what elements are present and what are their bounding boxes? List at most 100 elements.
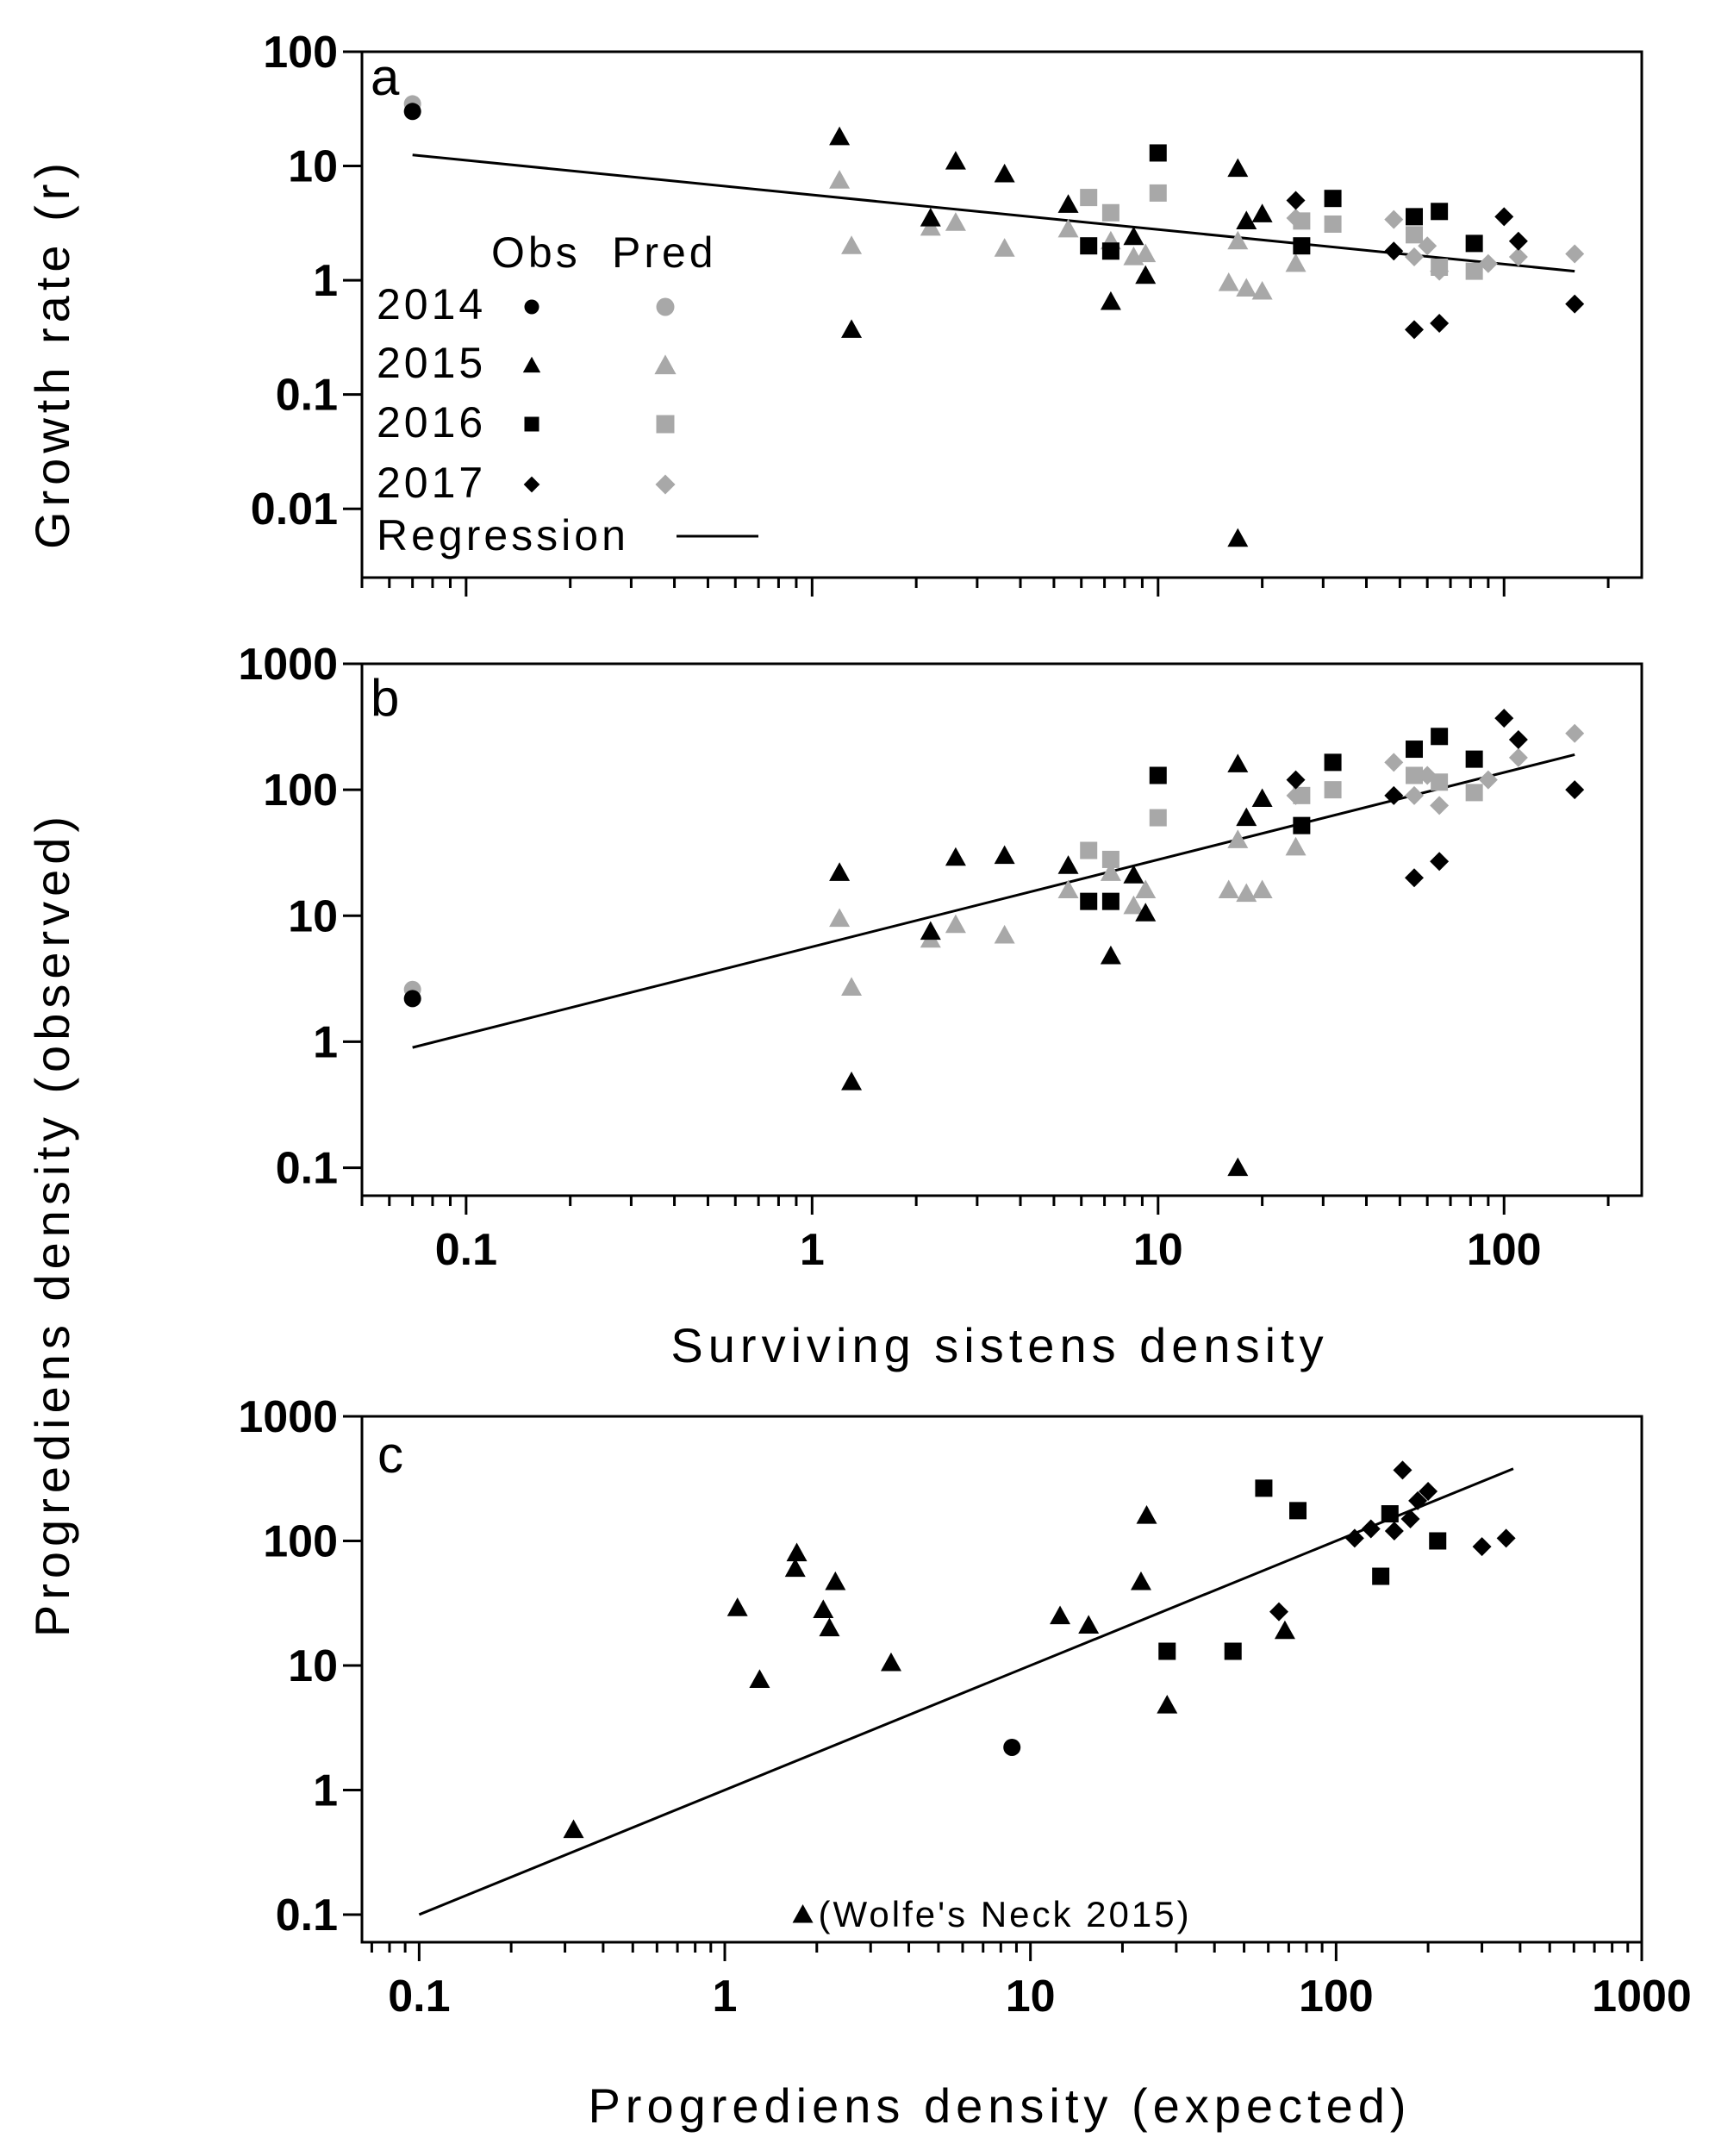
b-ytick-label: 10 bbox=[288, 891, 338, 941]
a-point-2015-obs bbox=[1123, 226, 1144, 246]
legend-year-2016: 2016 bbox=[377, 398, 486, 447]
b-point-2015-pred bbox=[945, 914, 966, 934]
a-ytick-label: 10 bbox=[288, 142, 338, 192]
a-point-2015-obs bbox=[994, 163, 1015, 183]
b-point-2014-obs bbox=[403, 990, 421, 1008]
c-point-2016-obs bbox=[1381, 1505, 1399, 1523]
b-point-2016-pred bbox=[1149, 809, 1167, 827]
b-point-2015-pred bbox=[1236, 883, 1257, 903]
legend-marker-obs-1 bbox=[522, 356, 541, 373]
panel-b-marks bbox=[403, 709, 1585, 1177]
panel-c-annotation: (Wolfe's Neck 2015) bbox=[819, 1894, 1192, 1934]
c-xtick-label: 1 bbox=[713, 1972, 738, 2022]
c-ytick-label: 1000 bbox=[238, 1392, 338, 1442]
c-ytick-label: 100 bbox=[263, 1516, 338, 1566]
c-point-2015-obs bbox=[792, 1903, 814, 1923]
a-point-2015-obs bbox=[1135, 265, 1157, 284]
c-point-2015-obs bbox=[727, 1597, 748, 1616]
c-point-2017-obs bbox=[1472, 1537, 1492, 1557]
c-point-2017-obs bbox=[1269, 1602, 1288, 1622]
b-xtick-label: 100 bbox=[1467, 1225, 1542, 1275]
c-point-2017-obs bbox=[1361, 1519, 1381, 1539]
a-point-2015-obs bbox=[1236, 210, 1257, 229]
a-point-2015-pred bbox=[920, 216, 941, 236]
b-regression-line bbox=[412, 753, 1575, 1049]
a-point-2016-obs bbox=[1149, 144, 1167, 162]
a-point-2017-pred bbox=[1418, 236, 1437, 256]
a-point-2017-obs bbox=[1508, 231, 1528, 251]
c-xtick-label: 100 bbox=[1299, 1972, 1374, 2022]
b-point-2015-obs bbox=[1100, 945, 1121, 965]
a-point-2016-pred bbox=[1080, 189, 1098, 207]
a-point-2015-obs bbox=[1227, 158, 1249, 178]
b-point-2016-obs bbox=[1431, 728, 1449, 746]
legend-marker-pred-1 bbox=[654, 354, 677, 375]
b-point-2017-obs bbox=[1405, 868, 1425, 888]
a-ytick-label: 0.01 bbox=[251, 484, 338, 534]
a-point-2016-pred bbox=[1149, 184, 1167, 202]
c-point-2017-obs bbox=[1496, 1528, 1516, 1548]
b-ytick-label: 100 bbox=[263, 766, 338, 816]
a-point-2016-pred bbox=[1406, 226, 1424, 244]
b-point-2015-obs bbox=[1123, 865, 1144, 884]
a-point-2017-pred bbox=[1384, 209, 1404, 229]
c-point-2015-obs bbox=[1157, 1695, 1178, 1714]
a-point-2017-pred bbox=[1478, 253, 1498, 273]
c-point-2017-obs bbox=[1400, 1509, 1420, 1529]
panel-b-xlabel: Surviving sistens density bbox=[670, 1318, 1328, 1372]
c-ytick-label: 10 bbox=[288, 1641, 338, 1691]
a-point-2016-obs bbox=[1406, 208, 1424, 226]
b-point-2017-pred bbox=[1508, 747, 1528, 767]
c-point-2017-obs bbox=[1344, 1528, 1364, 1548]
c-point-2015-obs bbox=[880, 1652, 901, 1672]
panel-c-regression bbox=[418, 1467, 1514, 1916]
panel-a-regression bbox=[412, 153, 1575, 273]
a-point-2015-obs bbox=[1227, 528, 1249, 547]
panel-c-marks bbox=[563, 1460, 1516, 1923]
a-point-2017-obs bbox=[1405, 320, 1425, 340]
b-point-2016-pred bbox=[1101, 850, 1119, 868]
b-point-2016-obs bbox=[1101, 892, 1119, 910]
a-point-2017-pred bbox=[1430, 261, 1450, 281]
legend-markers bbox=[522, 297, 677, 495]
legend-header-obs: Obs bbox=[491, 228, 581, 277]
b-point-2015-obs bbox=[1227, 1157, 1249, 1177]
c-point-2015-obs bbox=[784, 1558, 806, 1578]
a-point-2015-obs bbox=[1057, 194, 1079, 213]
b-point-2017-pred bbox=[1405, 785, 1425, 805]
panel-a-frame bbox=[360, 50, 1643, 579]
c-point-2015-obs bbox=[1136, 1504, 1157, 1524]
b-point-2016-obs bbox=[1406, 741, 1424, 759]
a-point-2017-obs bbox=[1286, 191, 1306, 210]
a-point-2015-obs bbox=[920, 207, 941, 227]
a-point-2015-obs bbox=[1251, 203, 1273, 222]
c-point-2015-obs bbox=[1078, 1615, 1100, 1634]
a-point-2015-obs bbox=[829, 126, 851, 146]
b-point-2017-pred bbox=[1418, 766, 1437, 785]
b-point-2015-obs bbox=[1251, 788, 1273, 808]
c-point-2017-obs bbox=[1408, 1490, 1428, 1510]
a-point-2017-pred bbox=[1508, 247, 1528, 267]
c-point-2014-obs bbox=[1003, 1738, 1021, 1756]
legend-marker-obs-2 bbox=[524, 416, 539, 432]
panel-a-letter: a bbox=[371, 48, 400, 106]
b-ytick-label: 0.1 bbox=[276, 1144, 338, 1194]
a-point-2015-pred bbox=[945, 212, 966, 231]
b-point-2016-obs bbox=[1465, 750, 1483, 768]
a-point-2017-obs bbox=[1494, 207, 1514, 227]
a-point-2016-obs bbox=[1465, 234, 1483, 253]
c-point-2016-obs bbox=[1224, 1642, 1242, 1660]
a-ytick-label: 0.1 bbox=[276, 371, 338, 421]
b-point-2015-obs bbox=[829, 862, 851, 881]
b-point-2016-pred bbox=[1465, 784, 1483, 802]
c-xtick-label: 1000 bbox=[1592, 1972, 1692, 2022]
b-point-2017-pred bbox=[1565, 723, 1585, 743]
b-point-2015-pred bbox=[1123, 895, 1144, 915]
legend: Obs Pred 2014 2015 2016 2017 Regression bbox=[377, 228, 758, 559]
panel-b-frame bbox=[360, 662, 1643, 1197]
panel-b-letter: b bbox=[371, 669, 399, 727]
a-ytick-label: 100 bbox=[263, 28, 338, 78]
a-point-2015-pred bbox=[1218, 272, 1239, 291]
